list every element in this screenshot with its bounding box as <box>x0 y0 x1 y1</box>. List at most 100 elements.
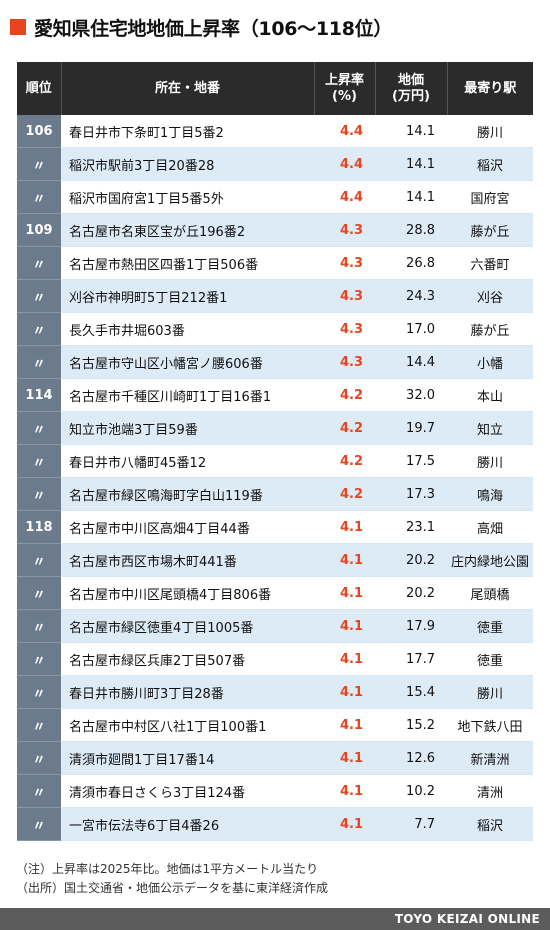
station-cell: 尾頭橋 <box>447 576 533 610</box>
price-cell: 17.3 <box>375 477 447 511</box>
rank-cell: 〃 <box>17 147 61 181</box>
rate-cell: 4.1 <box>314 576 375 610</box>
address-cell: 名古屋市名東区宝が丘196番2 <box>61 213 314 247</box>
ranking-table: 順位 所在・地番 上昇率 (%) 地価 (万円) 最寄り駅 106 春日井市下条町1丁… <box>17 62 533 841</box>
table-row: 〃長久手市井堀603番 4.3 17.0 藤が丘 <box>17 312 533 346</box>
rank-cell: 〃 <box>17 675 61 709</box>
address-cell: 名古屋市熱田区四番1丁目506番 <box>61 246 314 280</box>
rate-cell: 4.2 <box>314 444 375 478</box>
rate-cell: 4.2 <box>314 477 375 511</box>
price-cell: 19.7 <box>375 411 447 445</box>
price-cell: 14.1 <box>375 147 447 181</box>
price-cell: 17.7 <box>375 642 447 676</box>
rate-cell: 4.1 <box>314 609 375 643</box>
price-cell: 24.3 <box>375 279 447 313</box>
table-row: 〃稲沢市国府宮1丁目5番5外 4.4 14.1 国府宮 <box>17 180 533 214</box>
station-cell: 勝川 <box>447 115 533 148</box>
rank-cell: 〃 <box>17 477 61 511</box>
station-cell: 六番町 <box>447 246 533 280</box>
table-row: 〃稲沢市駅前3丁目20番28 4.4 14.1 稲沢 <box>17 147 533 181</box>
rate-cell: 4.2 <box>314 411 375 445</box>
address-cell: 春日井市下条町1丁目5番2 <box>61 115 314 148</box>
price-cell: 26.8 <box>375 246 447 280</box>
table-row: 〃名古屋市西区市場木町441番 4.1 20.2 庄内緑地公園 <box>17 543 533 577</box>
price-cell: 7.7 <box>375 807 447 841</box>
rate-cell: 4.3 <box>314 213 375 247</box>
price-cell: 12.6 <box>375 741 447 775</box>
station-cell: 庄内緑地公園 <box>447 543 533 577</box>
table-row: 〃知立市池端3丁目59番 4.2 19.7 知立 <box>17 411 533 445</box>
footer-bar: TOYO KEIZAI ONLINE <box>0 908 550 930</box>
rank-cell: 〃 <box>17 576 61 610</box>
table-row: 〃名古屋市緑区鳴海町字白山119番 4.2 17.3 鳴海 <box>17 477 533 511</box>
table-row: 109 名古屋市名東区宝が丘196番2 4.3 28.8 藤が丘 <box>17 213 533 247</box>
rank-cell: 〃 <box>17 279 61 313</box>
table-row: 〃名古屋市中村区八社1丁目100番1 4.1 15.2 地下鉄八田 <box>17 708 533 742</box>
rate-cell: 4.1 <box>314 543 375 577</box>
station-cell: 知立 <box>447 411 533 445</box>
title-accent-square <box>10 19 26 35</box>
rank-cell: 〃 <box>17 543 61 577</box>
station-cell: 清洲 <box>447 774 533 808</box>
rank-cell: 〃 <box>17 312 61 346</box>
table-header-row: 順位 所在・地番 上昇率 (%) 地価 (万円) 最寄り駅 <box>17 62 533 115</box>
address-cell: 名古屋市緑区鳴海町字白山119番 <box>61 477 314 511</box>
address-cell: 名古屋市中村区八社1丁目100番1 <box>61 708 314 742</box>
table-row: 〃春日井市八幡町45番12 4.2 17.5 勝川 <box>17 444 533 478</box>
rank-cell: 〃 <box>17 180 61 214</box>
address-cell: 知立市池端3丁目59番 <box>61 411 314 445</box>
rank-cell: 〃 <box>17 642 61 676</box>
price-cell: 23.1 <box>375 510 447 544</box>
table-row: 118 名古屋市中川区高畑4丁目44番 4.1 23.1 高畑 <box>17 510 533 544</box>
rank-cell: 〃 <box>17 246 61 280</box>
rate-cell: 4.3 <box>314 312 375 346</box>
rank-cell: 〃 <box>17 411 61 445</box>
price-cell: 20.2 <box>375 576 447 610</box>
station-cell: 徳重 <box>447 642 533 676</box>
station-cell: 高畑 <box>447 510 533 544</box>
station-cell: 勝川 <box>447 444 533 478</box>
address-cell: 名古屋市緑区徳重4丁目1005番 <box>61 609 314 643</box>
price-cell: 10.2 <box>375 774 447 808</box>
address-cell: 稲沢市国府宮1丁目5番5外 <box>61 180 314 214</box>
source-caption: （出所）国土交通省・地価公示データを基に東洋経済作成 <box>16 881 329 895</box>
address-cell: 名古屋市中川区高畑4丁目44番 <box>61 510 314 544</box>
address-cell: 清須市春日さくら3丁目124番 <box>61 774 314 808</box>
address-cell: 名古屋市緑区兵庫2丁目507番 <box>61 642 314 676</box>
station-cell: 小幡 <box>447 345 533 379</box>
header-rank: 順位 <box>17 62 62 115</box>
price-cell: 20.2 <box>375 543 447 577</box>
header-address: 所在・地番 <box>61 62 315 115</box>
address-cell: 稲沢市駅前3丁目20番28 <box>61 147 314 181</box>
rate-cell: 4.1 <box>314 741 375 775</box>
address-cell: 一宮市伝法寺6丁目4番26 <box>61 807 314 841</box>
header-rate: 上昇率 (%) <box>314 62 376 115</box>
footer-brand: TOYO KEIZAI ONLINE <box>394 912 540 926</box>
rank-cell: 〃 <box>17 774 61 808</box>
table-row: 〃名古屋市中川区尾頭橋4丁目806番 4.1 20.2 尾頭橋 <box>17 576 533 610</box>
station-cell: 本山 <box>447 378 533 412</box>
price-cell: 14.1 <box>375 180 447 214</box>
table-row: 106 春日井市下条町1丁目5番2 4.4 14.1 勝川 <box>17 115 533 148</box>
address-cell: 名古屋市千種区川崎町1丁目16番1 <box>61 378 314 412</box>
rate-cell: 4.3 <box>314 279 375 313</box>
table-row: 〃清須市廻間1丁目17番14 4.1 12.6 新清洲 <box>17 741 533 775</box>
price-cell: 17.9 <box>375 609 447 643</box>
notes: （注）上昇率は2025年比。地価は1平方メートル当たり （出所）国土交通省・地価… <box>16 860 328 898</box>
address-cell: 春日井市八幡町45番12 <box>61 444 314 478</box>
table-row: 〃名古屋市熱田区四番1丁目506番 4.3 26.8 六番町 <box>17 246 533 280</box>
rank-cell: 〃 <box>17 609 61 643</box>
rank-cell: 118 <box>17 510 61 544</box>
note-caption: （注）上昇率は2025年比。地価は1平方メートル当たり <box>16 862 319 876</box>
price-cell: 17.0 <box>375 312 447 346</box>
station-cell: 国府宮 <box>447 180 533 214</box>
rank-cell: 〃 <box>17 807 61 841</box>
rate-cell: 4.1 <box>314 774 375 808</box>
table-row: 〃刈谷市神明町5丁目212番1 4.3 24.3 刈谷 <box>17 279 533 313</box>
address-cell: 名古屋市守山区小幡宮ノ腰606番 <box>61 345 314 379</box>
rate-cell: 4.1 <box>314 642 375 676</box>
address-cell: 長久手市井堀603番 <box>61 312 314 346</box>
table-row: 〃春日井市勝川町3丁目28番 4.1 15.4 勝川 <box>17 675 533 709</box>
station-cell: 徳重 <box>447 609 533 643</box>
price-cell: 15.2 <box>375 708 447 742</box>
